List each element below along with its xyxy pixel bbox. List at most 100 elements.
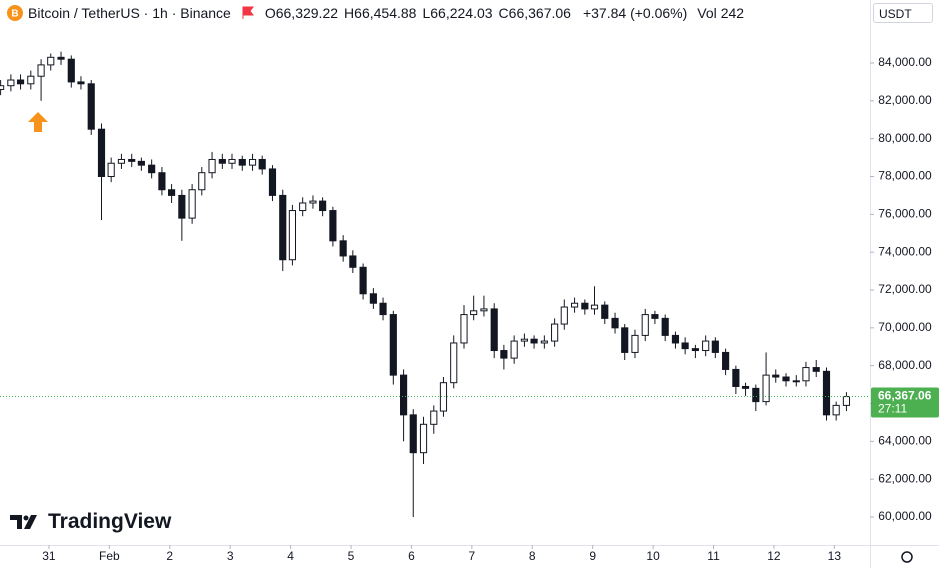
ohlc-value: 66,454.88 xyxy=(354,5,417,21)
candle-body xyxy=(480,308,488,312)
candle-body xyxy=(631,334,639,353)
candle-body xyxy=(379,302,387,316)
ohlc-key: H xyxy=(344,5,355,21)
candle-body xyxy=(339,240,347,257)
candle-body xyxy=(369,293,377,304)
candle-body xyxy=(782,376,790,382)
y-tick-label: 84,000.00 xyxy=(878,55,932,69)
candle-body xyxy=(611,317,619,329)
candle-body xyxy=(158,172,166,191)
vol-key: Vol xyxy=(697,5,717,21)
price-label: 66,367.06 xyxy=(878,389,932,403)
candle-body xyxy=(77,81,85,85)
candle-body xyxy=(741,385,750,389)
price-label-box xyxy=(871,387,939,418)
candle-body xyxy=(430,410,438,425)
candle-body xyxy=(198,172,206,191)
candle-body xyxy=(7,79,15,87)
candle-body xyxy=(168,189,176,196)
candle-body xyxy=(470,310,478,316)
candle-body xyxy=(137,160,145,166)
candle-body xyxy=(520,338,528,342)
candle-body xyxy=(590,304,599,310)
ohlc-value: 66,224.03 xyxy=(430,5,493,21)
logo-icon xyxy=(10,515,37,529)
y-tick-label: 80,000.00 xyxy=(878,131,932,145)
candle-body xyxy=(238,158,246,166)
candle-body xyxy=(359,266,367,295)
candle-body xyxy=(148,164,156,174)
candle-body xyxy=(772,374,780,378)
candle-body xyxy=(400,374,408,416)
candle-body xyxy=(752,387,760,403)
candle-body xyxy=(309,200,317,204)
symbol[interactable]: Bitcoin / TetherUS · 1h · Binance xyxy=(28,5,231,21)
x-tick-label: Feb xyxy=(99,549,120,563)
candle-body xyxy=(128,158,136,162)
candle-body xyxy=(319,200,327,212)
y-tick-label: 74,000.00 xyxy=(878,244,932,258)
candle-body xyxy=(268,168,277,196)
candle-body xyxy=(450,342,458,384)
x-tick-label: 7 xyxy=(469,549,476,563)
coin-icon: B xyxy=(7,5,23,21)
x-tick-label: 4 xyxy=(287,549,294,563)
y-tick-label: 72,000.00 xyxy=(878,282,932,296)
candle-body xyxy=(409,414,417,454)
countdown: 27:11 xyxy=(878,402,907,416)
ohlc: O66,329.22 H66,454.88 L66,224.03 C66,367.06 xyxy=(259,5,571,21)
x-tick-label: 9 xyxy=(589,549,596,563)
candle-body xyxy=(389,314,397,376)
candle-body xyxy=(792,380,800,383)
candle-body xyxy=(560,306,568,325)
candle-body xyxy=(329,210,337,242)
y-tick-label: 68,000.00 xyxy=(878,358,932,372)
change: +37.84 (+0.06%) xyxy=(582,5,688,21)
x-tick-label: 10 xyxy=(646,549,660,563)
candle-body xyxy=(248,158,257,166)
candle-body xyxy=(500,350,508,359)
x-tick-label: 31 xyxy=(42,549,56,563)
candle-body xyxy=(530,338,538,344)
x-tick-label: 8 xyxy=(529,549,536,563)
currency-button[interactable]: USDT xyxy=(873,3,933,23)
candle-body xyxy=(681,342,689,350)
candle-body xyxy=(762,374,770,403)
candle-body xyxy=(722,351,730,370)
candle-body xyxy=(671,334,680,344)
candle-body xyxy=(37,64,45,77)
y-tick-label: 64,000.00 xyxy=(878,434,932,448)
ohlc-value: 66,367.06 xyxy=(508,5,571,21)
x-tick-label: 6 xyxy=(408,549,415,563)
x-tick-label: 3 xyxy=(227,549,234,563)
brand-logo: TradingView xyxy=(10,510,171,534)
candle-body xyxy=(601,304,609,319)
candle-body xyxy=(702,340,710,352)
candle-body xyxy=(258,158,266,170)
candle-body xyxy=(178,194,186,219)
x-tick-label: 13 xyxy=(828,549,842,563)
candle-body xyxy=(279,194,287,261)
candle-body xyxy=(208,158,216,174)
settings-icon[interactable] xyxy=(901,551,913,563)
brand-name: TradingView xyxy=(48,510,172,533)
candle-body xyxy=(570,302,579,308)
candle-body xyxy=(551,323,559,342)
ohlc-key: L xyxy=(422,5,431,21)
candle-body xyxy=(802,367,810,382)
ohlc-key: O xyxy=(264,5,276,21)
candle-body xyxy=(288,210,296,261)
candle-body xyxy=(67,58,75,83)
flag-icon[interactable] xyxy=(241,6,255,20)
y-tick-label: 78,000.00 xyxy=(878,169,932,183)
candle-body xyxy=(218,158,226,164)
candle-body xyxy=(97,128,106,177)
candle-body xyxy=(581,302,589,310)
x-tick-label: 5 xyxy=(348,549,355,563)
y-tick-label: 60,000.00 xyxy=(878,509,932,523)
candle-body xyxy=(621,327,629,353)
candle-body xyxy=(510,340,518,359)
arrow-icon xyxy=(28,112,48,132)
